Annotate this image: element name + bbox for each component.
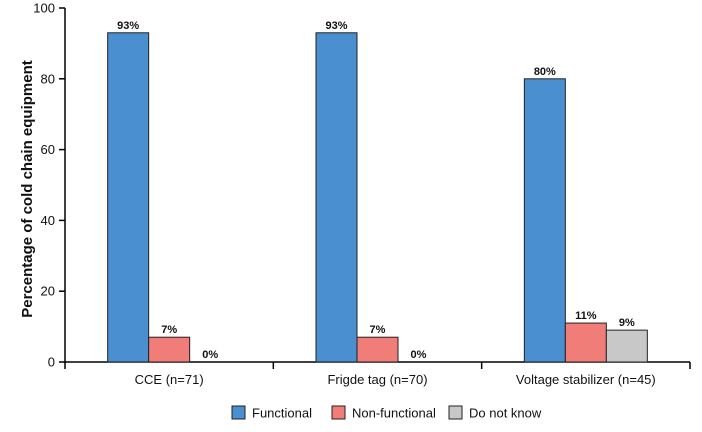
bar-value-label: 93% <box>325 20 347 32</box>
bar-value-label: 80% <box>534 66 556 78</box>
legend-label: Functional <box>252 406 312 421</box>
y-tick-label: 100 <box>33 1 55 16</box>
legend: Functional Non-functional Do not know <box>231 405 542 421</box>
bar-functional <box>523 78 566 363</box>
bar-functional <box>107 32 150 363</box>
bar-value-label: 11% <box>575 310 597 322</box>
legend-label: Non-functional <box>352 406 436 421</box>
bar-value-label: 0% <box>411 349 427 361</box>
y-tick-label: 20 <box>41 284 55 299</box>
bar-value-label: 7% <box>161 324 177 336</box>
category-label: Voltage stabilizer (n=45) <box>516 372 656 387</box>
bar-value-label: 7% <box>370 324 386 336</box>
bar-non-functional <box>148 336 191 363</box>
category-label: CCE (n=71) <box>135 372 204 387</box>
axes: 0 20 40 60 80 100 Percentage of cold chain equ… <box>19 1 691 387</box>
bar-non-functional <box>564 322 607 363</box>
legend-swatch <box>331 405 346 420</box>
bar-do-not-know <box>605 329 648 363</box>
bar-functional <box>315 32 358 363</box>
bar-value-label: 0% <box>202 349 218 361</box>
legend-swatch <box>448 405 463 420</box>
bar-non-functional <box>356 336 399 363</box>
bar-value-label: 9% <box>619 317 635 329</box>
bar-value-label: 93% <box>117 20 139 32</box>
y-tick-label: 0 <box>48 355 55 370</box>
y-axis-title: Percentage of cold chain equipment <box>19 60 36 318</box>
category-label: Frigde tag (n=70) <box>327 372 427 387</box>
bars: 93% 7% 0% 93% 7% 0% 80% 11% 9% <box>107 20 648 363</box>
legend-label: Do not know <box>469 406 542 421</box>
legend-swatch <box>231 405 246 420</box>
y-tick-label: 40 <box>41 213 55 228</box>
y-tick-label: 80 <box>41 71 55 86</box>
y-tick-label: 60 <box>41 142 55 157</box>
